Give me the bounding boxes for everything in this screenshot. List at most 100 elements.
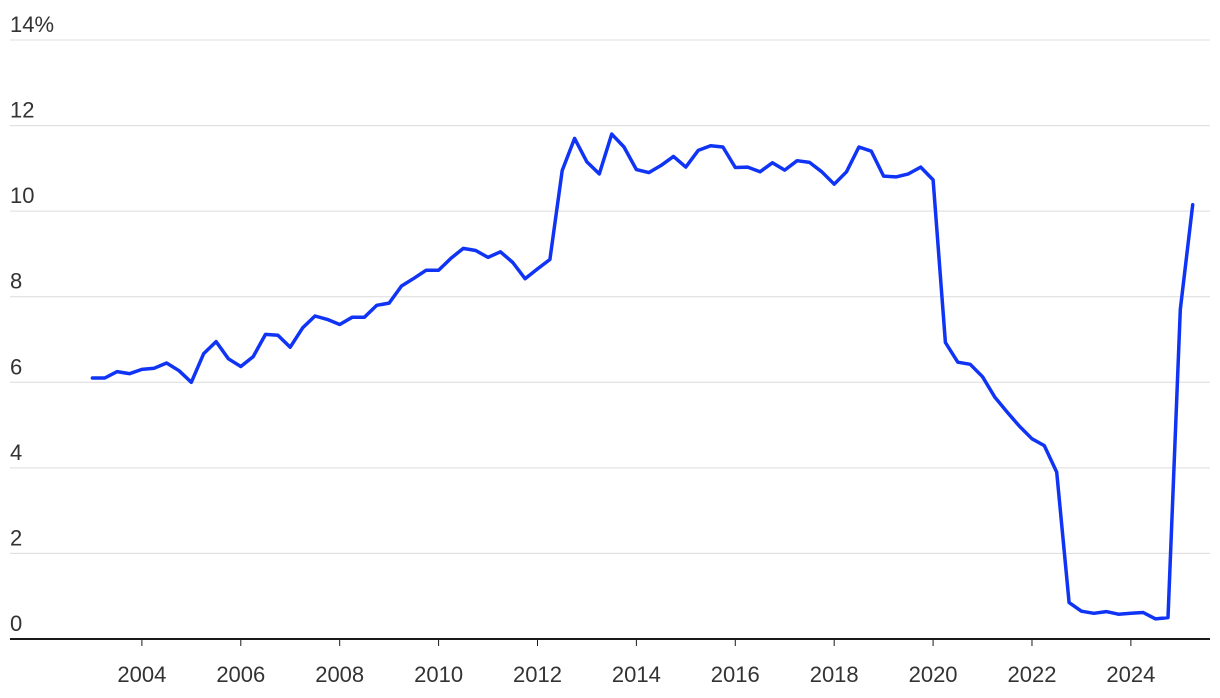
data-point [115,370,119,374]
data-point [1154,617,1158,621]
data-point [906,172,910,176]
data-point [832,182,836,186]
data-point [313,314,317,318]
data-point [437,268,441,272]
data-point [746,165,750,169]
data-point [449,256,453,260]
data-point [474,249,478,253]
x-tick-label: 2014 [612,662,661,687]
data-point [672,154,676,158]
data-point [1178,308,1182,312]
data-point [696,148,700,152]
data-point [103,376,107,380]
x-tick-label: 2012 [513,662,562,687]
data-point [214,340,218,344]
gridlines [10,39,1210,554]
y-tick-label: 12 [10,98,34,123]
data-point [1117,612,1121,616]
data-point [981,375,985,379]
data-point [1055,470,1059,474]
data-point [968,362,972,366]
data-point [412,276,416,280]
data-point [894,175,898,179]
x-tick-label: 2006 [216,662,265,687]
data-point [486,255,490,259]
data-point [338,323,342,327]
data-point [288,345,292,349]
x-tick-label: 2008 [315,662,364,687]
y-tick-label: 14% [10,12,54,37]
data-point [634,168,638,172]
data-point [1005,410,1009,414]
data-point [585,160,589,164]
data-point [931,178,935,182]
data-point [610,132,614,136]
data-point [783,168,787,172]
data-point [597,172,601,176]
data-point [1079,609,1083,613]
data-point [721,145,725,149]
data-point [140,367,144,371]
y-axis-labels: 0 2 4 6 8 10 12 14% [10,12,54,636]
data-point [177,369,181,373]
data-point [1141,611,1145,615]
data-point [276,333,280,337]
data-point [202,352,206,356]
data-point [709,144,713,148]
y-tick-label: 6 [10,354,22,379]
data-point [523,277,527,281]
data-point [1042,444,1046,448]
data-point [189,380,193,384]
data-point [1092,611,1096,615]
data-point [387,301,391,305]
data-point [758,170,762,174]
x-tick-label: 2018 [810,662,859,687]
data-point [1104,610,1108,614]
data-point [1067,601,1071,605]
data-point [536,267,540,271]
data-point [226,357,230,361]
data-point [301,326,305,330]
data-point [424,268,428,272]
data-point [820,170,824,174]
x-tick-label: 2020 [909,662,958,687]
data-point [1030,437,1034,441]
data-point [770,161,774,165]
data-point [857,145,861,149]
data-point [548,258,552,262]
data-point [956,360,960,364]
data-point [882,174,886,178]
data-point [919,165,923,169]
data-point [1018,424,1022,428]
y-tick-label: 10 [10,183,34,208]
data-point [869,149,873,153]
data-point [400,284,404,288]
data-point [943,341,947,345]
x-tick-label: 2004 [117,662,166,687]
data-point [461,246,465,250]
data-point [325,317,329,321]
data-point [684,165,688,169]
y-tick-label: 0 [10,611,22,636]
data-point [560,169,564,173]
y-tick-label: 4 [10,440,22,465]
data-point [264,332,268,336]
y-tick-label: 2 [10,525,22,550]
x-tick-label: 2010 [414,662,463,687]
data-point [845,170,849,174]
data-point [362,315,366,319]
data-point [350,315,354,319]
data-point [1129,611,1133,615]
data-point [152,366,156,370]
data-point [90,376,94,380]
data-point [239,365,243,369]
x-tick-label: 2016 [711,662,760,687]
data-point [251,355,255,359]
data-point [375,303,379,307]
x-tick-label: 2024 [1106,662,1155,687]
data-point [498,250,502,254]
y-tick-label: 8 [10,269,22,294]
data-point [622,145,626,149]
data-point [1166,616,1170,620]
